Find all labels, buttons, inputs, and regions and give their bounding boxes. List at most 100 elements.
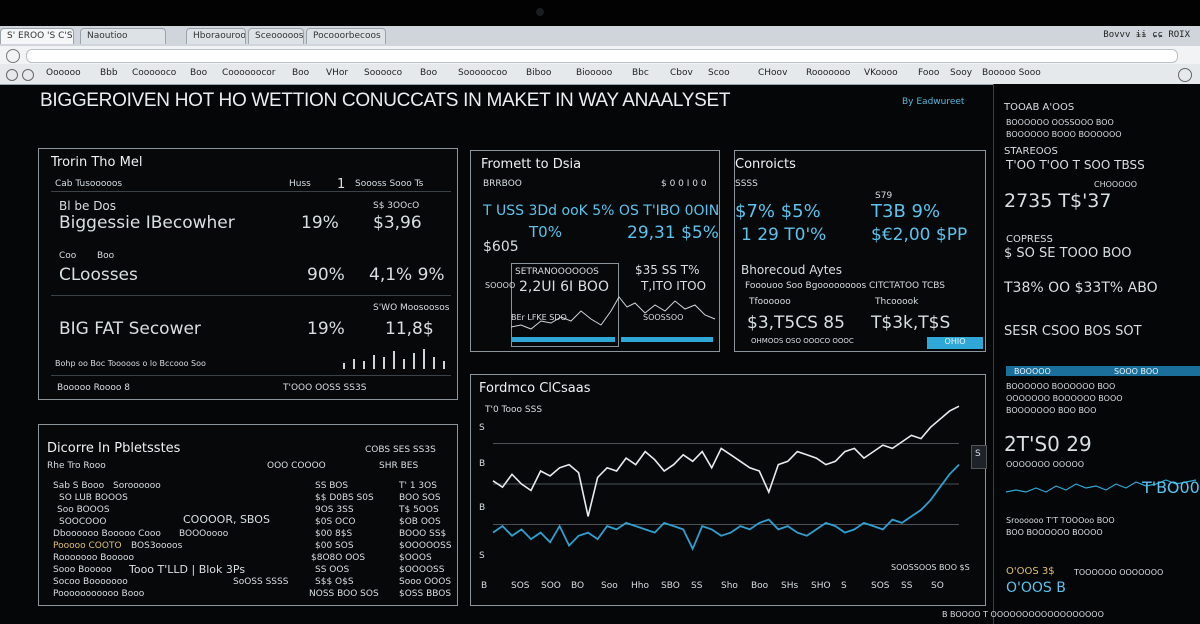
row-value: 4,1% 9% (369, 265, 445, 285)
bookmark-item[interactable]: Sooooocoo (458, 68, 508, 78)
row-label-top: Coo (59, 251, 77, 261)
table-cell: $OB OOS (399, 517, 441, 527)
divider (51, 375, 451, 376)
controls-panel: Conroicts SSSS S79 $7% $5% T3B 9% 1 29 T… (734, 150, 986, 352)
bookmark-item[interactable]: CHoov (758, 68, 788, 78)
mini-chart-caption: BEr LFKE SDO (511, 313, 567, 322)
bookmark-item[interactable]: Biboo (526, 68, 552, 78)
footer-note: OHMOOS OSO OOOCO OOOC (751, 337, 854, 345)
panel-subheader: BRRBOO (483, 179, 522, 189)
browser-tab[interactable]: Hboraourooaa (186, 28, 246, 44)
page-title: BIGGEROIVEN HOT HO WETTION CONUCCATS IN … (40, 90, 731, 111)
bookmark-item[interactable]: Sooooco (364, 68, 403, 78)
sidebar-line: BOOOOOO BOOO BOOOOOO (1006, 130, 1122, 139)
row-subheader: S'WO Moosoosos (373, 303, 450, 313)
table-cell: Sooo Booooo (53, 565, 112, 575)
progress-bar (621, 337, 713, 342)
table-cell: $OOOOSS (399, 565, 445, 575)
sidebar-label: O'OOS 3$ (1006, 566, 1055, 577)
bookmark-item[interactable]: Fooo (918, 68, 940, 78)
x-tick-label: SOS (871, 581, 890, 591)
browser-tab[interactable]: Pocooorbecoos (306, 28, 386, 44)
address-bar[interactable] (26, 49, 1178, 63)
sidebar-sparkline (1006, 479, 1196, 493)
sidebar-heading: STAREOOS (1004, 146, 1058, 157)
bookmark-item[interactable]: Bbc (632, 68, 649, 78)
sidebar-section: Sroooooo T'T TOOOoo BOO (1006, 516, 1115, 525)
sidebar-stat: SESR CSOO BOS SOT (1004, 324, 1142, 339)
x-tick-label: SO (931, 581, 944, 591)
row-value-top: S$ 3OOcO (373, 201, 420, 211)
bookmark-item[interactable]: Booooo Sooo (982, 68, 1041, 78)
sidebar-line: OOOOOOO OOOOO (1006, 460, 1085, 469)
mini-chart-caption: SOOSSOO (643, 313, 684, 322)
sidebar-stat: O'OOS B (1006, 580, 1066, 596)
sidebar-heading: TOOAB A'OOS (1004, 102, 1075, 113)
y-tick: B (479, 459, 486, 469)
browser-tab[interactable]: S' EROO 'S C'S (0, 28, 74, 44)
stat-value: $605 (483, 239, 519, 255)
bookmark-item[interactable]: Boo (190, 68, 208, 78)
table-cell: Sab S Booo (53, 481, 105, 491)
bookmark-item[interactable]: Boo (292, 68, 310, 78)
sidebar-stat: $ SO SE TOOO BOO (1004, 246, 1132, 261)
circle-icon[interactable] (6, 69, 18, 81)
sidebar-hl-label: BOOOOO (1014, 367, 1051, 376)
browser-tab[interactable]: Sceoooooses (248, 28, 304, 44)
column-header: Huss (289, 179, 311, 189)
footer-right: T'OOO OOSS SS3S (283, 383, 367, 393)
table-cell: T' 1 3OS (399, 481, 437, 491)
bookmark-item[interactable]: VKoooo (864, 68, 898, 78)
sidebar-line: BOO BOOOOOO BOOOO (1006, 528, 1103, 537)
mini-bar-chart (343, 349, 445, 369)
table-cell: BOS3oooos (131, 541, 183, 551)
table-cell: $00 SOS (315, 541, 354, 551)
table-cell: Soroooooo (113, 481, 161, 491)
line-chart (492, 405, 960, 551)
table-cell: Soo BOOOS (57, 505, 110, 515)
row-value: 11,8$ (385, 319, 434, 339)
row-name: CLoosses (59, 265, 138, 285)
bookmark-item[interactable]: Biooooo (576, 68, 613, 78)
table-cell: NOSS BOO SOS (309, 589, 379, 599)
x-tick-label: SOS (511, 581, 530, 591)
table-cell: $OOOS (399, 553, 432, 563)
menu-icon[interactable] (1178, 68, 1192, 82)
chart-side-button[interactable] (971, 445, 987, 469)
chart-side-label: S (975, 449, 981, 459)
window-controls[interactable]: Bovvv ɨɨ ɕɕ ROIX (1103, 30, 1190, 40)
bookmark-item[interactable]: Coooooocor (222, 68, 276, 78)
bookmark-item[interactable]: Bbb (100, 68, 118, 78)
mini-line-chart (511, 296, 716, 330)
panel-title: Dicorre In Pbletsstes (47, 441, 181, 456)
portfolio-panel: Dicorre In Pbletsstes COBS SES SS3S Rhe … (38, 424, 458, 606)
bookmark-item[interactable]: Coooooco (132, 68, 177, 78)
x-tick-label: SBO (661, 581, 680, 591)
bookmark-item[interactable]: Boo (420, 68, 438, 78)
mini-chart-value: 2,2UI 6I BOO (519, 279, 609, 295)
market-panel: Trorin Tho Mel Cab Tusooooos Huss 1 Sooo… (38, 148, 458, 400)
bookmark-item[interactable]: Sooy (950, 68, 973, 78)
circle-icon[interactable] (22, 69, 34, 81)
subhead: SHR BES (379, 461, 419, 471)
table-cell: SS OOS (315, 565, 350, 575)
panel-subheader: SSSS (735, 179, 758, 189)
bookmark-item[interactable]: Rooooooo (806, 68, 851, 78)
footer-left: Booooo Roooo 8 (57, 383, 131, 393)
table-cell: SOOCOOO (59, 517, 107, 527)
action-button[interactable]: OHIO (927, 337, 983, 349)
right-sidebar: TOOAB A'OOS BOOOOOO OOSSOOO BOO BOOOOOO … (942, 84, 1200, 624)
bookmark-item[interactable]: Cbov (670, 68, 693, 78)
bookmark-item[interactable]: VHor (326, 68, 349, 78)
bookmark-item[interactable]: Oooooo (46, 68, 81, 78)
back-icon[interactable] (6, 49, 20, 63)
browser-tab[interactable]: Naoutioo (80, 28, 166, 44)
bookmark-item[interactable]: Scoo (708, 68, 730, 78)
mini-chart-frame (511, 263, 619, 347)
sidebar-stat: 2T'S0 29 (1004, 432, 1092, 456)
series-line-1 (492, 405, 960, 517)
sidebar-hl-label: SOOO BOO (1114, 367, 1159, 376)
table-cell: Sooo OOOS (399, 577, 452, 587)
table-cell: Socoo Booooooo (53, 577, 128, 587)
table-cell: $8O8O OOS (311, 553, 366, 563)
